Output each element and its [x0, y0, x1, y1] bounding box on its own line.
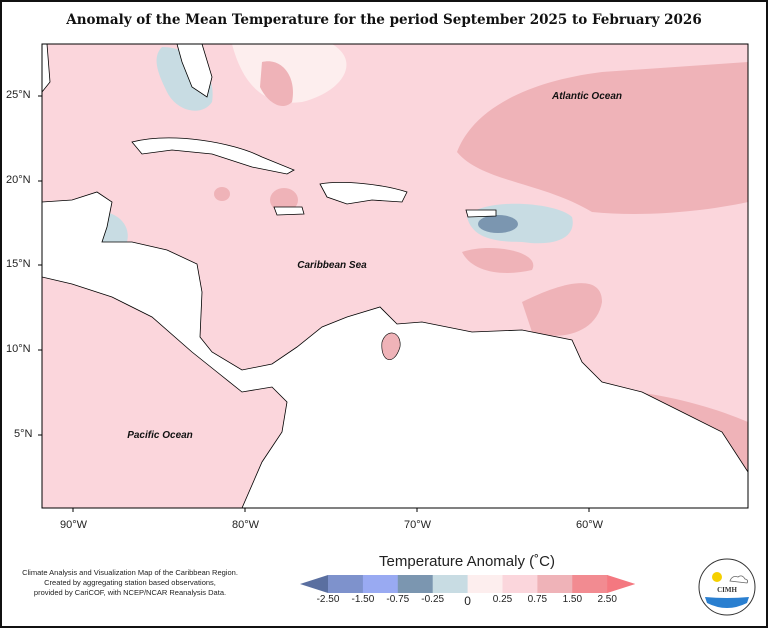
legend-swatch [432, 575, 469, 593]
warm-anomaly-east-caribbean [462, 248, 534, 273]
land-puerto-rico [465, 209, 497, 218]
land-mexico-gulf [42, 44, 51, 93]
land-cuba [131, 137, 295, 175]
lat-label: 5°N [14, 428, 33, 440]
legend-swatch [362, 575, 399, 593]
legend-swatch [328, 575, 364, 593]
legend-arrow-low [300, 575, 328, 593]
legend-swatch [467, 575, 503, 593]
legend-tick-label: -1.50 [351, 594, 375, 605]
sun-icon [712, 572, 722, 582]
figure-title: Anomaly of the Mean Temperature for the … [66, 12, 702, 28]
warm-anomaly-windward [522, 283, 602, 336]
legend-tick-label: 0.75 [527, 594, 548, 605]
map-frame [41, 43, 749, 509]
legend-title: Temperature Anomaly (˚C) [379, 553, 555, 570]
lon-label: 80°W [232, 519, 260, 531]
legend-swatch [502, 575, 538, 593]
lat-label: 15°N [6, 258, 31, 270]
legend-swatch [537, 575, 573, 593]
legend-tick-label: 0 [464, 594, 471, 608]
credit-text: Climate Analysis and Visualization Map o… [14, 568, 246, 598]
legend-tick-label: -0.75 [386, 594, 410, 605]
lat-label: 20°N [6, 174, 31, 186]
warm-anomaly-jamaica [270, 188, 298, 212]
legend-tick-label: 0.25 [492, 594, 513, 605]
credit-line: Created by aggregating station based obs… [44, 578, 216, 587]
label-caribbean-sea: Caribbean Sea [297, 260, 367, 271]
lon-label: 90°W [60, 519, 88, 531]
lat-label: 10°N [6, 343, 31, 355]
land-jamaica [273, 206, 305, 216]
credit-line: provided by CariCOF, with NCEP/NCAR Rean… [33, 588, 227, 597]
legend-tick-label: -0.25 [421, 594, 445, 605]
lon-label: 60°W [576, 519, 604, 531]
lake-maracaibo [381, 332, 401, 360]
credit-line: Climate Analysis and Visualization Map o… [22, 568, 238, 577]
warm-anomaly-atlantic [457, 62, 748, 214]
warm-anomaly-bahamas [260, 61, 293, 107]
label-pacific-ocean: Pacific Ocean [127, 430, 193, 441]
legend-swatch [397, 575, 434, 593]
land-florida [176, 44, 213, 98]
label-atlantic-ocean: Atlantic Ocean [551, 91, 622, 102]
legend-swatch [572, 575, 608, 593]
color-legend [300, 575, 635, 593]
warm-anomaly-spot [214, 187, 230, 201]
svg-text:CIMH: CIMH [717, 586, 737, 594]
legend-tick-label: 2.50 [597, 594, 617, 605]
cimh-logo: CIMH [698, 558, 756, 616]
sea-icon [705, 597, 749, 608]
legend-tick-label: -2.50 [316, 594, 340, 605]
cloud-icon [729, 575, 749, 584]
lon-label: 70°W [404, 519, 432, 531]
legend-arrow-high [607, 575, 635, 593]
lat-label: 25°N [6, 89, 31, 101]
legend-tick-label: 1.50 [562, 594, 583, 605]
cool-anomaly-core [478, 215, 518, 233]
land-hispaniola [319, 182, 408, 205]
